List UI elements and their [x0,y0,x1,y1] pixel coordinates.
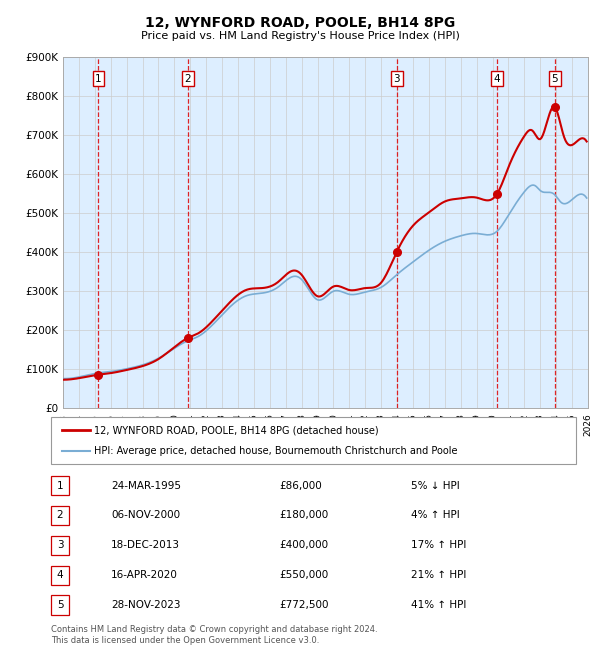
Text: 18-DEC-2013: 18-DEC-2013 [111,540,180,551]
Text: Contains HM Land Registry data © Crown copyright and database right 2024.: Contains HM Land Registry data © Crown c… [51,625,377,634]
Text: 12, WYNFORD ROAD, POOLE, BH14 8PG (detached house): 12, WYNFORD ROAD, POOLE, BH14 8PG (detac… [94,425,379,436]
Text: 5: 5 [551,73,558,84]
Text: 4: 4 [56,570,64,580]
Bar [555,57,588,408]
Text: 5: 5 [56,600,64,610]
Bar [397,57,497,408]
Text: 12, WYNFORD ROAD, POOLE, BH14 8PG: 12, WYNFORD ROAD, POOLE, BH14 8PG [145,16,455,31]
Bar [188,57,397,408]
Text: 3: 3 [394,73,400,84]
Text: 24-MAR-1995: 24-MAR-1995 [111,480,181,491]
Text: £550,000: £550,000 [279,570,328,580]
Text: 2: 2 [56,510,64,521]
Text: HPI: Average price, detached house, Bournemouth Christchurch and Poole: HPI: Average price, detached house, Bour… [94,446,458,456]
Text: 41% ↑ HPI: 41% ↑ HPI [411,600,466,610]
Text: £400,000: £400,000 [279,540,328,551]
Text: 2: 2 [185,73,191,84]
Text: 4: 4 [494,73,500,84]
Bar [98,57,188,408]
Text: 21% ↑ HPI: 21% ↑ HPI [411,570,466,580]
Text: £86,000: £86,000 [279,480,322,491]
Text: 17% ↑ HPI: 17% ↑ HPI [411,540,466,551]
Text: £772,500: £772,500 [279,600,329,610]
Text: This data is licensed under the Open Government Licence v3.0.: This data is licensed under the Open Gov… [51,636,319,645]
Text: 5% ↓ HPI: 5% ↓ HPI [411,480,460,491]
Text: £180,000: £180,000 [279,510,328,521]
Text: 06-NOV-2000: 06-NOV-2000 [111,510,180,521]
Text: Price paid vs. HM Land Registry's House Price Index (HPI): Price paid vs. HM Land Registry's House … [140,31,460,41]
Bar [497,57,555,408]
Text: 4% ↑ HPI: 4% ↑ HPI [411,510,460,521]
Bar [63,57,98,408]
Text: 1: 1 [56,480,64,491]
Text: 28-NOV-2023: 28-NOV-2023 [111,600,181,610]
Text: 16-APR-2020: 16-APR-2020 [111,570,178,580]
Text: 3: 3 [56,540,64,551]
Text: 1: 1 [95,73,102,84]
